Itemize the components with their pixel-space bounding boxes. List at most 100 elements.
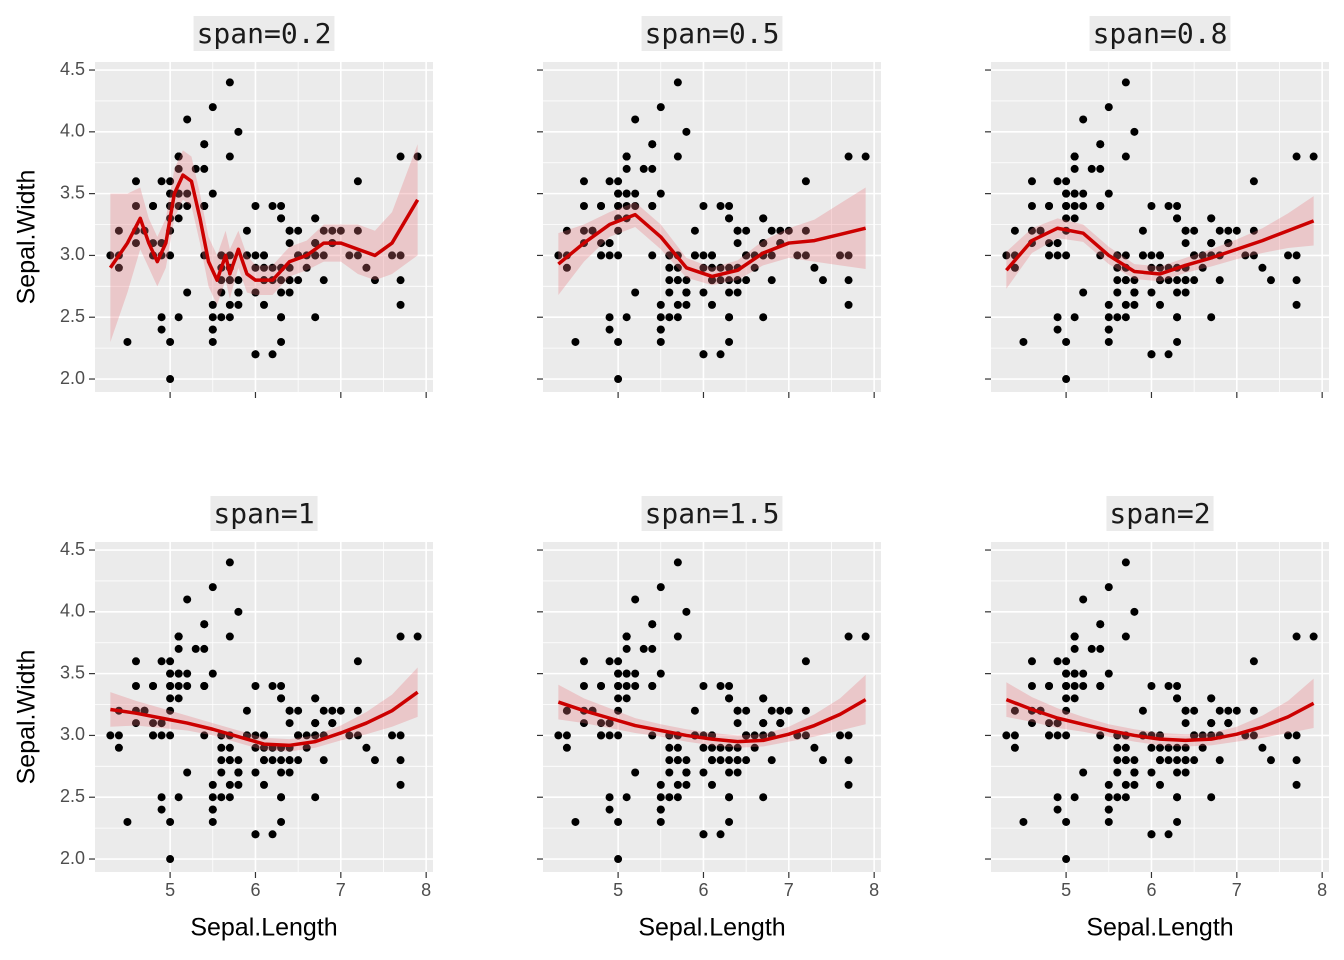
point [1062, 731, 1071, 740]
x-tick-label: 6 [250, 880, 260, 900]
point [605, 793, 614, 802]
point [268, 201, 277, 210]
point [396, 251, 405, 260]
point [656, 805, 665, 814]
point [1138, 226, 1147, 235]
panel-title: span=2 [1109, 497, 1210, 530]
x-tick-label: 8 [869, 880, 879, 900]
point [174, 632, 183, 641]
panel-background [95, 62, 433, 392]
point [690, 706, 699, 715]
panel-background [95, 542, 433, 872]
point [277, 694, 286, 703]
point [725, 694, 734, 703]
point [836, 251, 845, 260]
point [605, 251, 614, 260]
point [648, 620, 657, 629]
point [597, 201, 606, 210]
y-tick-label: 2.5 [60, 306, 85, 326]
point [682, 607, 691, 616]
point [174, 694, 183, 703]
point [597, 239, 606, 248]
point [1241, 251, 1250, 260]
point [588, 226, 597, 235]
panel-background [543, 542, 881, 872]
point [114, 743, 123, 752]
point [673, 756, 682, 765]
point [656, 313, 665, 322]
point [1045, 681, 1054, 690]
point [844, 300, 853, 309]
point [776, 719, 785, 728]
point [1087, 164, 1096, 173]
point [656, 325, 665, 334]
point [277, 793, 286, 802]
point [1130, 276, 1139, 285]
point [1113, 276, 1122, 285]
point [225, 558, 234, 567]
point [336, 706, 345, 715]
point [631, 189, 640, 198]
point [1181, 276, 1190, 285]
point [801, 251, 810, 260]
point [217, 313, 226, 322]
point [1121, 632, 1130, 641]
point [1232, 226, 1241, 235]
point [844, 780, 853, 789]
point [708, 756, 716, 765]
point [1121, 743, 1130, 752]
point [183, 595, 192, 604]
point [1156, 251, 1164, 260]
point [708, 263, 716, 272]
point [733, 706, 742, 715]
point [106, 251, 115, 260]
point [682, 768, 691, 777]
point [733, 743, 742, 752]
point [648, 140, 657, 149]
point [699, 681, 708, 690]
point [1019, 817, 1028, 826]
point [1010, 731, 1019, 740]
point [1113, 288, 1122, 297]
point [1181, 706, 1190, 715]
point [174, 669, 183, 678]
point [1190, 226, 1199, 235]
point [1062, 657, 1071, 666]
point [750, 731, 759, 740]
point [242, 226, 251, 235]
point [191, 164, 200, 173]
point [225, 793, 234, 802]
point [759, 719, 768, 728]
point [1027, 657, 1036, 666]
panel: 5 6 7 8 span=1.5 Sepal.Length [537, 496, 881, 942]
point [1045, 239, 1054, 248]
point [1096, 644, 1105, 653]
point [328, 719, 337, 728]
confidence-band [558, 674, 866, 748]
point [1181, 768, 1190, 777]
point [767, 226, 776, 235]
point [1130, 768, 1139, 777]
point [725, 263, 734, 272]
point [1284, 251, 1293, 260]
point [1121, 780, 1130, 789]
y-tick-label: 3.0 [60, 724, 85, 744]
point [1173, 694, 1182, 703]
point [311, 719, 320, 728]
point [1027, 226, 1036, 235]
point [767, 756, 776, 765]
point [1062, 706, 1071, 715]
point [1113, 313, 1122, 322]
point [725, 276, 734, 285]
point [242, 251, 251, 260]
panel-title: span=0.5 [645, 17, 780, 50]
point [1121, 300, 1130, 309]
point [1121, 756, 1130, 765]
point [708, 300, 716, 309]
point [208, 780, 217, 789]
point [114, 731, 123, 740]
point [260, 756, 268, 765]
point [682, 756, 691, 765]
point [251, 830, 260, 839]
y-tick-label: 4.5 [60, 59, 85, 79]
